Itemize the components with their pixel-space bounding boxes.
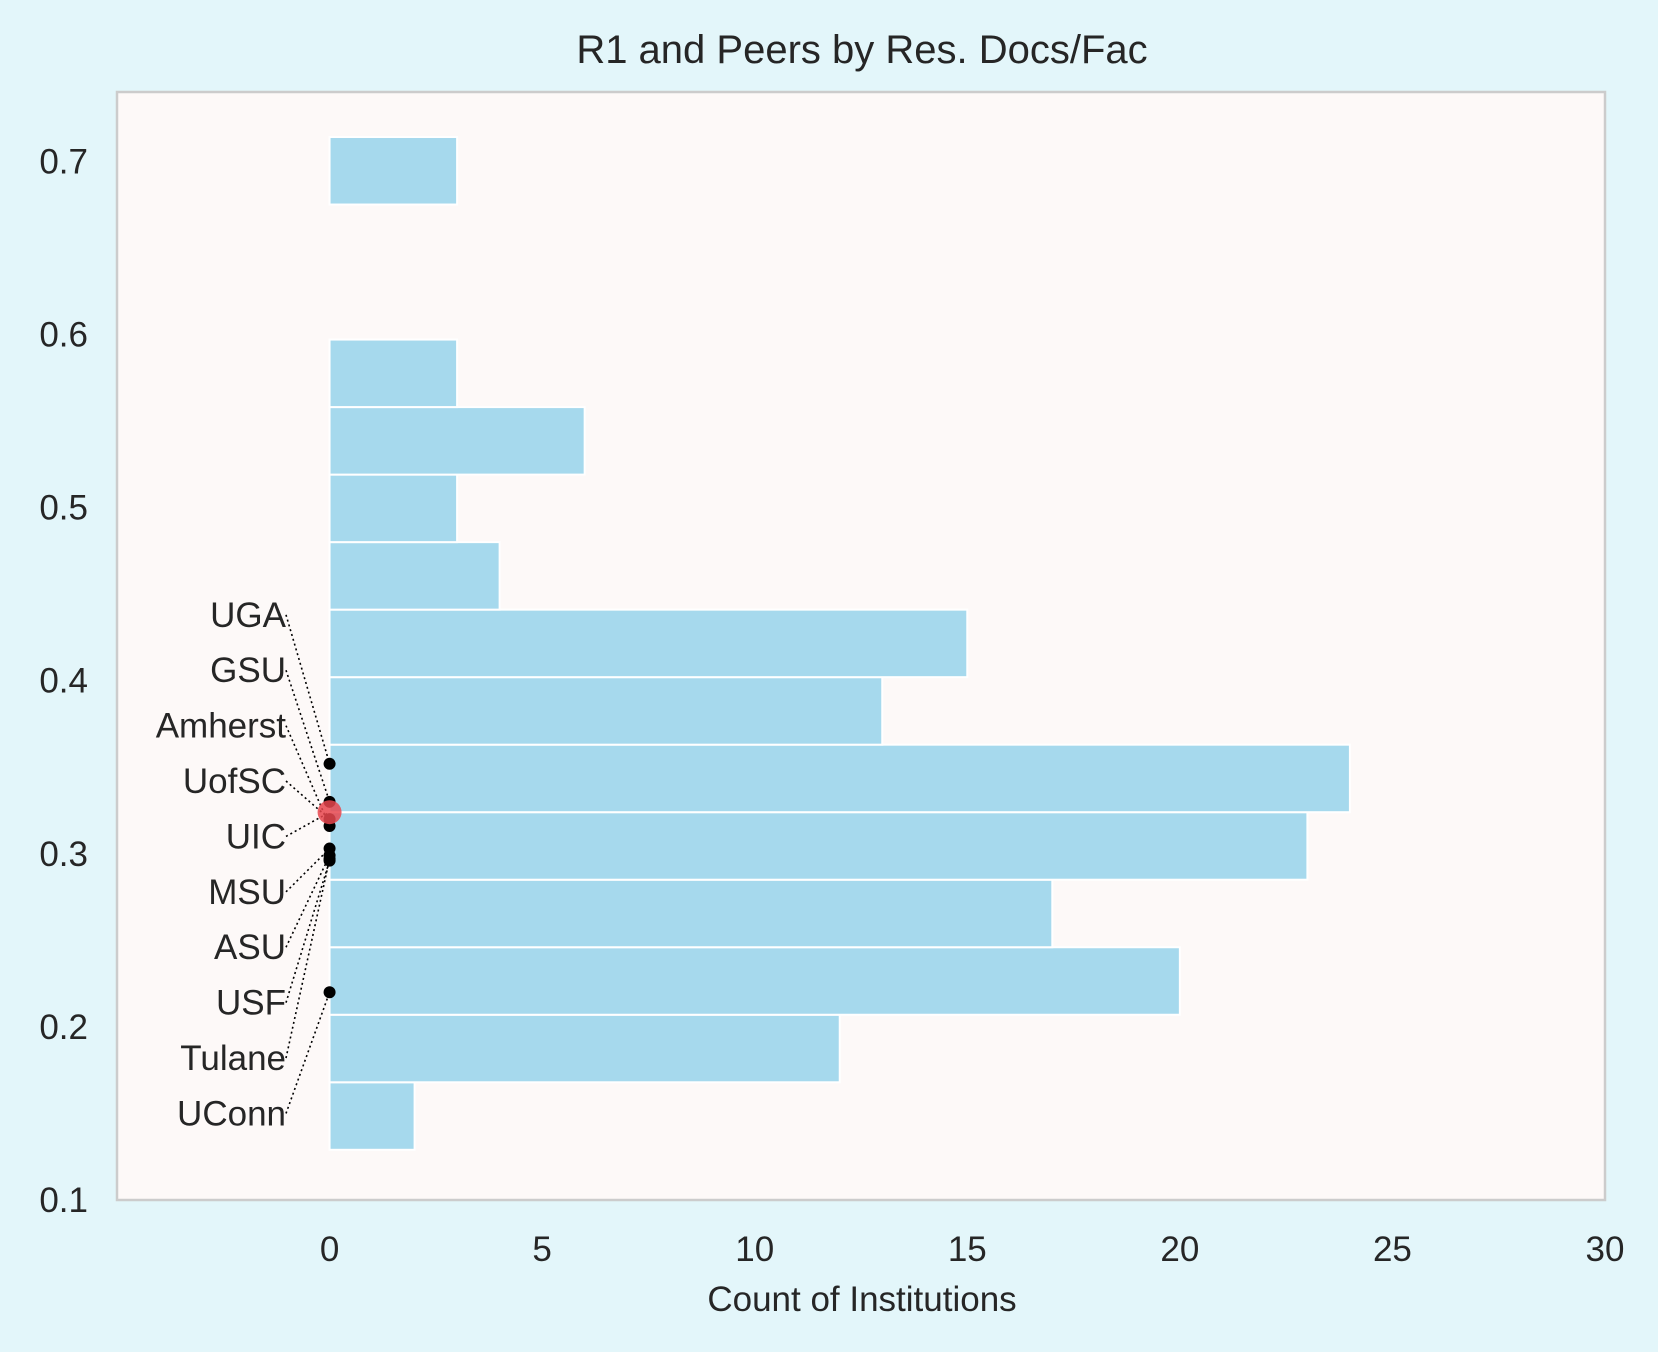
y-tick-label: 0.5 <box>39 489 88 528</box>
highlight-point <box>317 800 342 825</box>
annotation-label: UConn <box>177 1094 286 1133</box>
annotation-point <box>323 986 336 999</box>
chart-title: R1 and Peers by Res. Docs/Fac <box>576 28 1147 72</box>
annotation-label: USF <box>216 984 286 1023</box>
histogram-bar <box>328 878 1054 949</box>
annotation-label: ASU <box>214 928 286 967</box>
annotation-leader-line <box>285 847 331 893</box>
x-tick-label: 15 <box>948 1230 987 1269</box>
x-tick-label: 30 <box>1586 1230 1625 1269</box>
annotation-leader-line <box>285 614 331 764</box>
annotation-leader-line <box>285 858 331 1059</box>
annotation-label: Amherst <box>156 707 287 746</box>
x-tick-label: 10 <box>735 1230 774 1269</box>
annotation-labels-layer: UGA GSU Amherst UofSC UIC MSU ASU USF Tulane UCon… <box>156 596 287 1134</box>
x-axis-ticks: 0 5 10 15 20 25 30 <box>320 1230 1625 1269</box>
x-axis-label: Count of Institutions <box>707 1280 1016 1319</box>
histogram-bar <box>328 676 884 746</box>
annotation-point <box>323 757 336 770</box>
annotation-leader-line <box>285 855 331 948</box>
histogram-bar <box>328 811 1309 881</box>
x-tick-label: 20 <box>1160 1230 1199 1269</box>
x-tick-label: 5 <box>532 1230 551 1269</box>
histogram-bar <box>328 338 459 409</box>
plot-frame <box>115 90 1607 1202</box>
histogram-bar <box>328 743 1351 814</box>
annotation-label: MSU <box>208 873 286 912</box>
annotation-points-layer <box>317 757 342 999</box>
y-tick-label: 0.7 <box>39 142 88 181</box>
annotation-label: Tulane <box>180 1039 286 1078</box>
histogram-bar <box>328 136 459 206</box>
annotation-point <box>323 852 336 865</box>
annotation-label: UGA <box>210 596 287 635</box>
x-tick-label: 0 <box>320 1230 339 1269</box>
bars-layer <box>328 136 1351 1151</box>
annotation-leader-line <box>285 669 331 803</box>
histogram-bar <box>328 473 459 544</box>
y-tick-label: 0.2 <box>39 1008 88 1047</box>
y-tick-label: 0.1 <box>39 1181 88 1220</box>
x-tick-label: 25 <box>1373 1230 1412 1269</box>
annotation-label: GSU <box>210 651 286 690</box>
annotation-label: UIC <box>226 817 286 856</box>
histogram-bar <box>328 946 1181 1016</box>
histogram-bar <box>328 541 501 611</box>
histogram-bar <box>328 608 969 679</box>
y-tick-label: 0.6 <box>39 315 88 354</box>
annotation-leader-line <box>285 991 331 1114</box>
histogram-bar <box>328 1013 841 1084</box>
histogram-bar <box>328 1081 416 1151</box>
histogram-bar <box>328 406 586 476</box>
y-axis-ticks: 0.1 0.2 0.3 0.4 0.5 0.6 0.7 <box>39 142 88 1220</box>
y-tick-label: 0.3 <box>39 835 88 874</box>
y-tick-label: 0.4 <box>39 662 88 701</box>
annotation-label: UofSC <box>183 762 286 801</box>
